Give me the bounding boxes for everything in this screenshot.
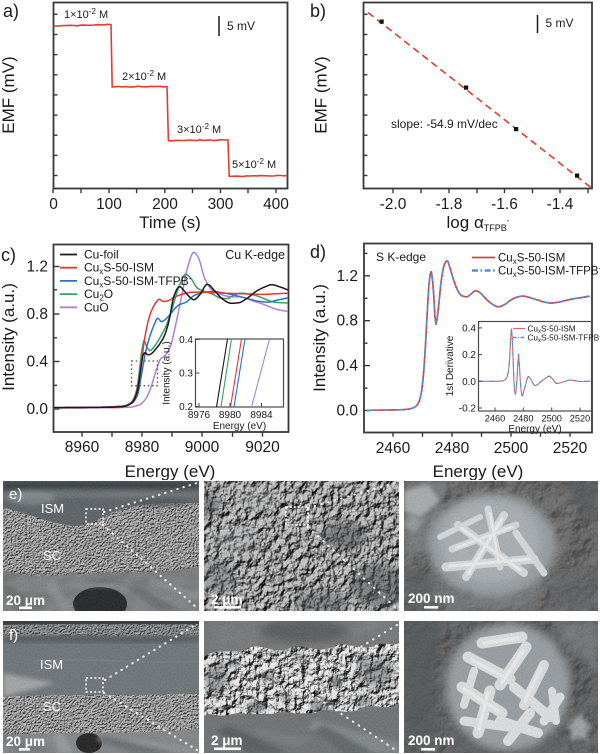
svg-text:0.4: 0.4	[336, 358, 358, 375]
svg-text:CuxS-50-ISM: CuxS-50-ISM	[498, 253, 565, 267]
svg-text:Cu K-edge: Cu K-edge	[225, 248, 285, 262]
svg-text:ISM: ISM	[41, 501, 64, 516]
svg-text:2500: 2500	[541, 414, 561, 424]
svg-text:0.2: 0.2	[462, 350, 476, 361]
svg-text:300: 300	[208, 196, 234, 213]
svg-text:0.0: 0.0	[462, 377, 476, 388]
svg-text:a): a)	[3, 1, 19, 21]
svg-text:2520: 2520	[570, 414, 590, 424]
svg-text:2480: 2480	[435, 440, 470, 457]
svg-text:1.2: 1.2	[26, 259, 48, 276]
svg-text:2×10-2 M: 2×10-2 M	[122, 69, 166, 83]
svg-text:0.8: 0.8	[336, 313, 358, 330]
svg-text:slope: -54.9 mV/dec: slope: -54.9 mV/dec	[391, 117, 498, 131]
svg-text:c): c)	[1, 245, 16, 265]
svg-text:8960: 8960	[65, 439, 100, 456]
svg-text:-1.6: -1.6	[491, 196, 518, 213]
svg-text:0.4: 0.4	[179, 335, 193, 346]
svg-text:9020: 9020	[245, 439, 280, 456]
svg-text:200: 200	[152, 196, 178, 213]
svg-text:CuxS-50-ISM-TFPB-: CuxS-50-ISM-TFPB-	[84, 274, 192, 290]
svg-text:Time (s): Time (s)	[139, 213, 201, 232]
svg-text:-0.2: -0.2	[459, 404, 477, 415]
svg-text:0.4: 0.4	[26, 354, 48, 371]
svg-text:5×10-2 M: 5×10-2 M	[232, 157, 276, 171]
svg-text:CuxS-50-ISM-TFPB-: CuxS-50-ISM-TFPB-	[498, 264, 600, 280]
svg-text:0.3: 0.3	[179, 369, 193, 380]
svg-text:1×10-2 M: 1×10-2 M	[64, 7, 108, 21]
svg-text:Cu-foil: Cu-foil	[84, 248, 119, 262]
svg-text:e): e)	[9, 486, 22, 503]
svg-text:CuO: CuO	[84, 300, 109, 314]
svg-text:100: 100	[96, 196, 122, 213]
svg-text:0.4: 0.4	[462, 323, 476, 334]
svg-text:8980: 8980	[219, 410, 242, 421]
svg-text:2500: 2500	[494, 440, 529, 457]
svg-text:b): b)	[310, 1, 326, 21]
svg-text:2 μm: 2 μm	[211, 733, 243, 748]
svg-text:CuxS-50-ISM: CuxS-50-ISM	[528, 324, 576, 335]
svg-text:20 μm: 20 μm	[6, 593, 45, 608]
svg-text:d): d)	[310, 242, 326, 262]
svg-text:SC: SC	[43, 548, 61, 563]
svg-text:-1.8: -1.8	[436, 196, 463, 213]
svg-text:200 nm: 200 nm	[408, 591, 455, 606]
svg-text:0.2: 0.2	[179, 402, 193, 413]
svg-text:0.8: 0.8	[26, 306, 48, 323]
svg-text:2460: 2460	[485, 414, 505, 424]
svg-text:-1.4: -1.4	[547, 196, 574, 213]
svg-text:S K-edge: S K-edge	[376, 250, 426, 264]
svg-text:EMF (mV): EMF (mV)	[0, 56, 18, 133]
svg-text:5 mV: 5 mV	[227, 19, 255, 33]
svg-text:log αTFPB-: log αTFPB-	[447, 213, 510, 232]
svg-text:ISM: ISM	[40, 657, 63, 672]
svg-text:Energy (eV): Energy (eV)	[213, 421, 266, 432]
svg-text:Energy (eV): Energy (eV)	[125, 462, 216, 480]
svg-text:9000: 9000	[185, 439, 220, 456]
svg-text:Intensity (a.u.): Intensity (a.u.)	[0, 283, 18, 391]
svg-text:1st Derivative: 1st Derivative	[445, 335, 456, 396]
svg-text:Intensity (a.u.): Intensity (a.u.)	[310, 284, 329, 392]
svg-text:SC: SC	[43, 699, 61, 714]
svg-text:0.0: 0.0	[26, 401, 48, 418]
svg-text:5 mV: 5 mV	[546, 16, 574, 30]
svg-text:Intensity (a.u.): Intensity (a.u.)	[162, 341, 173, 404]
svg-text:8976: 8976	[188, 410, 211, 421]
svg-text:3×10-2 M: 3×10-2 M	[177, 122, 221, 136]
svg-text:2460: 2460	[376, 440, 411, 457]
svg-text:Energy (eV): Energy (eV)	[508, 424, 561, 435]
svg-text:20 μm: 20 μm	[6, 734, 45, 749]
svg-text:1.2: 1.2	[336, 268, 358, 285]
svg-text:8984: 8984	[250, 410, 273, 421]
svg-text:0.0: 0.0	[336, 403, 358, 420]
svg-text:EMF (mV): EMF (mV)	[312, 56, 331, 133]
svg-text:0: 0	[49, 196, 58, 213]
svg-text:f): f)	[9, 627, 18, 644]
svg-text:2 μm: 2 μm	[211, 592, 243, 607]
svg-text:Cu2O: Cu2O	[84, 287, 113, 303]
svg-text:200 nm: 200 nm	[408, 733, 455, 748]
svg-text:Energy (eV): Energy (eV)	[433, 462, 524, 480]
svg-text:2480: 2480	[513, 414, 533, 424]
svg-text:400: 400	[263, 196, 289, 213]
svg-text:-2.0: -2.0	[380, 196, 407, 213]
svg-text:2520: 2520	[553, 440, 588, 457]
svg-text:8980: 8980	[125, 439, 160, 456]
